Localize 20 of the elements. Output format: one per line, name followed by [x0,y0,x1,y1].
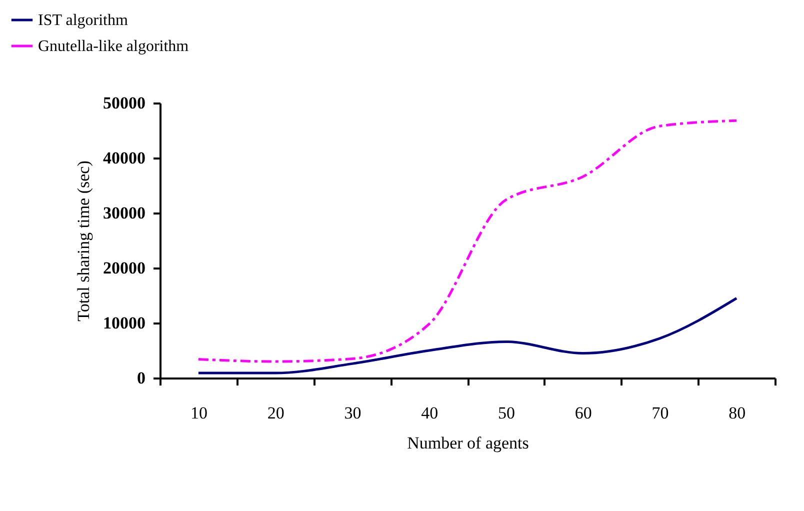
line-series [197,297,738,374]
x-tick-label: 30 [344,404,362,422]
y-tick-label: 30000 [103,204,146,222]
y-tick-label: 0 [137,368,146,388]
x-tick-label: 80 [728,404,746,422]
y-tick-label: 20000 [103,258,146,278]
x-tick-label: 40 [421,404,438,422]
y-tick-label: 10000 [103,314,146,332]
legend-label: Gnutella-like algorithm [38,38,190,55]
y-axis-title: Total sharing time (sec) [74,160,93,322]
x-tick-label: 50 [498,404,515,422]
legend-label: IST algorithm [38,12,128,29]
x-tick-label: 10 [190,404,208,422]
line-series [197,119,738,363]
x-tick-label: 20 [267,404,284,422]
x-axis-title: Number of agents [407,434,529,452]
y-tick-label: 50000 [103,94,146,112]
y-tick-label: 40000 [103,148,146,168]
x-tick-label: 70 [652,404,669,422]
x-tick-label: 60 [574,404,592,422]
